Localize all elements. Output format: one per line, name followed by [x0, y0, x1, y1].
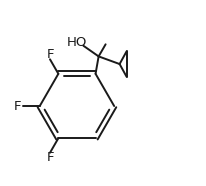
Text: F: F [47, 151, 55, 164]
Text: F: F [47, 48, 55, 61]
Text: F: F [14, 100, 22, 113]
Text: HO: HO [67, 36, 87, 49]
